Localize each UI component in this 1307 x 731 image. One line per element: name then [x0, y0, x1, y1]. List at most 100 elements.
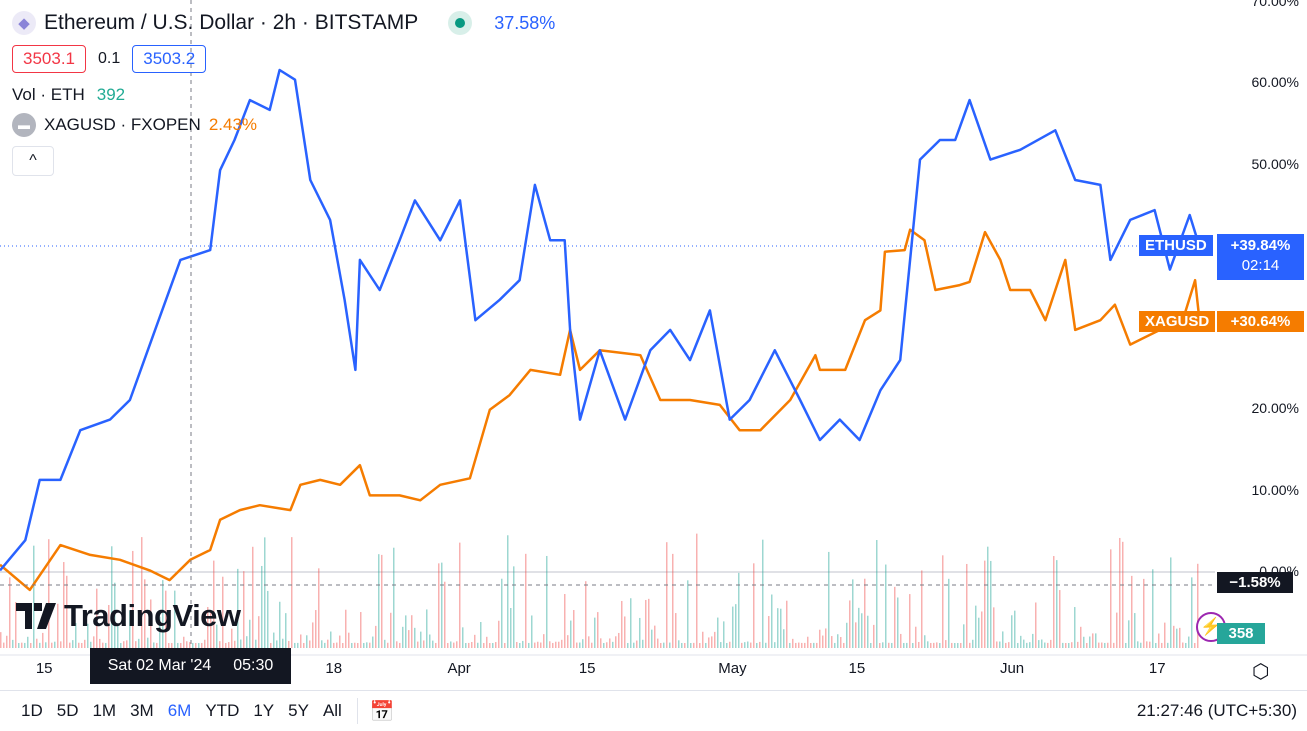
volume-bar	[66, 575, 68, 648]
volume-bar	[54, 641, 56, 648]
volume-bar	[390, 612, 392, 648]
volume-bar	[1023, 639, 1025, 648]
volume-bar	[612, 641, 614, 648]
timeframe-ytd[interactable]: YTD	[205, 701, 240, 720]
volume-bar	[768, 616, 770, 648]
volume-bar	[204, 639, 206, 648]
volume-bar	[699, 642, 701, 648]
symbol-title[interactable]: Ethereum / U.S. Dollar · 2h · BITSTAMP	[44, 11, 419, 34]
volume-bar	[1071, 642, 1073, 648]
volume-bar	[1032, 633, 1034, 648]
volume-bar	[243, 571, 245, 648]
volume-bar	[783, 629, 785, 648]
volume-bar	[495, 642, 497, 648]
volume-bar	[45, 642, 47, 648]
volume-bar	[276, 640, 278, 648]
volume-bar	[198, 642, 200, 648]
clock[interactable]: 21:27:46 (UTC+5:30)	[1136, 701, 1297, 720]
calendar-range-icon[interactable]: 📅	[369, 700, 395, 723]
timeframe-1y[interactable]: 1Y	[253, 701, 275, 720]
volume-bar	[792, 638, 794, 648]
timeframe-1m[interactable]: 1M	[92, 701, 117, 720]
volume-bar	[966, 563, 968, 648]
volume-bar	[426, 609, 428, 648]
volume-bar	[669, 642, 671, 648]
volume-bar	[939, 643, 941, 648]
volume-bar	[510, 608, 512, 648]
volume-bar	[942, 555, 944, 648]
volume-bar	[1056, 560, 1058, 648]
volume-bar	[831, 636, 833, 648]
volume-bar	[1152, 569, 1154, 648]
timeframe-3m[interactable]: 3M	[130, 701, 154, 720]
volume-bar	[753, 563, 755, 648]
volume-bar	[528, 642, 530, 648]
chevron-up-icon: ^	[29, 152, 37, 169]
collapse-legend-button[interactable]: ^	[12, 146, 54, 176]
volume-bar	[216, 624, 218, 648]
volume-bar	[1095, 633, 1097, 648]
timeframe-6m[interactable]: 6M	[167, 701, 192, 720]
volume-bar	[126, 640, 128, 648]
volume-bar	[1146, 641, 1148, 648]
volume-bar	[492, 642, 494, 648]
volume-bar	[1077, 641, 1079, 648]
timeframe-5d[interactable]: 5D	[56, 701, 79, 720]
volume-bar	[756, 643, 758, 648]
volume-bar	[135, 641, 137, 648]
volume-bar	[240, 639, 242, 648]
bid-button[interactable]: 3503.1	[12, 45, 86, 73]
timeframe-1d[interactable]: 1D	[21, 701, 43, 720]
volume-bar	[348, 632, 350, 648]
volume-bar	[318, 568, 320, 648]
volume-bar	[936, 642, 938, 648]
volume-bar	[471, 641, 473, 648]
volume-bar	[132, 550, 134, 648]
compare-change: 2.43%	[208, 115, 258, 134]
volume-bar	[405, 615, 407, 648]
volume-bar	[684, 643, 686, 648]
volume-bar	[36, 638, 38, 648]
volume-bar	[84, 639, 86, 648]
ask-button[interactable]: 3503.2	[132, 45, 207, 73]
compare-symbol[interactable]: XAGUSD · FXOPEN	[44, 115, 201, 134]
volume-bar	[651, 629, 653, 648]
volume-bar	[279, 601, 281, 648]
volume-bar	[1131, 575, 1133, 648]
volume-bar	[621, 600, 623, 648]
volume-bar	[363, 642, 365, 648]
volume-bar	[435, 642, 437, 648]
volume-bar	[231, 628, 233, 648]
volume-bar	[570, 620, 572, 648]
volume-bar	[408, 630, 410, 648]
timeframe-all[interactable]: All	[322, 701, 342, 720]
volume-bar	[393, 547, 395, 648]
volume-bar	[696, 533, 698, 648]
volume-bar	[969, 642, 971, 648]
settings-icon[interactable]: ⬡	[1252, 661, 1270, 683]
volume-bar	[117, 624, 119, 648]
volume-bar	[1125, 642, 1127, 648]
volume-bar	[144, 579, 146, 648]
volume-bar	[21, 642, 23, 648]
volume-bar	[855, 622, 857, 648]
volume-bar	[921, 570, 923, 648]
volume-bar	[105, 642, 107, 648]
volume-bar	[1017, 642, 1019, 648]
volume-bar	[1050, 639, 1052, 648]
timeframe-5y[interactable]: 5Y	[288, 701, 309, 720]
time-axis-label: May	[718, 660, 747, 677]
volume-bar	[174, 590, 176, 648]
price-axis-label: 20.00%	[1251, 400, 1299, 416]
volume-label[interactable]: Vol · ETH	[12, 85, 85, 104]
price-chart[interactable]	[0, 0, 1307, 690]
volume-bar	[417, 641, 419, 648]
volume-bar	[537, 641, 539, 648]
volume-bar	[582, 639, 584, 648]
volume-bar	[18, 642, 20, 648]
volume-bar	[906, 642, 908, 648]
volume-bar	[1191, 577, 1193, 648]
volume-bar	[1110, 549, 1112, 648]
time-axis-label: 15	[848, 660, 866, 677]
tradingview-logo[interactable]: TradingView	[16, 598, 241, 634]
